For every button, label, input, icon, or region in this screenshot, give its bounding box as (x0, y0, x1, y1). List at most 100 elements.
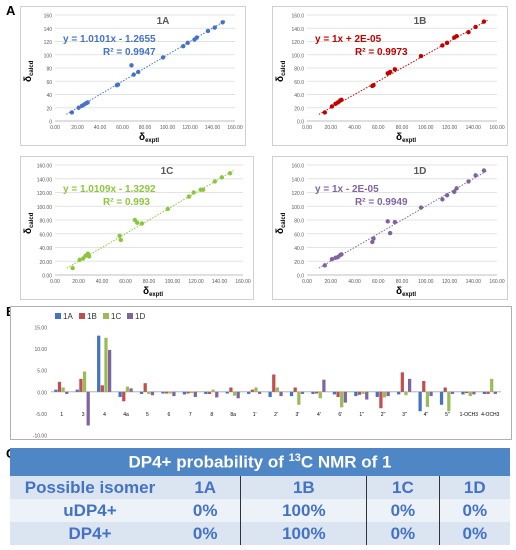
data-point-1d (387, 230, 393, 236)
bar-1c (275, 387, 280, 392)
x-tick-label-1b: 20.00 (324, 125, 337, 131)
bar-category-label: 5 (146, 412, 149, 418)
y-axis-symbol-1d: δ (275, 228, 286, 234)
y-tick-label-1a: 160 (44, 14, 53, 20)
data-point-1b (322, 110, 328, 115)
header-cell-1b: 1B (240, 476, 367, 499)
bar-chart-svg: 15.00 10.00 5.00 0.00 -5.00 -10.00 1A 1B 1C 1D 1 3 4… (33, 312, 501, 440)
data-point-1d (440, 197, 445, 202)
y-axis-symbol-1c: δ (23, 228, 34, 234)
y-tick-label-1d: 60.0 (294, 232, 304, 238)
bar-1c (361, 391, 365, 394)
bar-category-label: 7 (189, 412, 192, 418)
legend-label-1d: 1D (135, 312, 145, 321)
dp4-1b: 100% (240, 522, 367, 545)
bar-1b (186, 391, 190, 394)
data-point-1a (136, 69, 141, 75)
bar-1b (315, 391, 319, 394)
bar-1d (258, 391, 262, 394)
x-axis-symbol-1c: δ (143, 286, 149, 297)
data-point-1d (339, 252, 344, 257)
bar-1c (190, 391, 194, 394)
x-tick-label-1b: 80.00 (396, 125, 409, 131)
data-point-1a (205, 28, 211, 34)
legend-label-1c: 1C (111, 312, 121, 321)
udp4-1d: 0% (438, 499, 510, 522)
header-cell-1a: 1A (170, 476, 241, 499)
data-point-1c (212, 179, 217, 184)
data-point-1a (212, 25, 217, 30)
bar-1c (490, 378, 494, 392)
x-tick-label-1c: 160.00 (235, 279, 251, 285)
data-point-1d (329, 256, 335, 262)
bar-1b (272, 374, 276, 392)
chart-title-1a: 1A (157, 16, 170, 27)
bar-1a (268, 391, 272, 397)
bar-1c (82, 371, 87, 392)
bar-category-label: 3 (82, 412, 85, 418)
data-point-1d (473, 173, 478, 178)
legend-swatch-1c (103, 313, 109, 319)
equation-label-1b: y = 1x + 2E-05 (315, 34, 382, 45)
table-header-row: Possible isomer 1A 1B 1C 1D (10, 476, 510, 499)
data-point-1c (86, 254, 92, 259)
bar-1d (129, 388, 133, 392)
bar-1c (254, 387, 258, 392)
x-tick-label-1d: 160.00 (489, 279, 505, 285)
bar-category-label: 6 (167, 412, 170, 418)
x-tick-label-1b: 120.00 (442, 125, 458, 131)
dp4-1c: 0% (366, 522, 440, 545)
scatter-plot-1b: 0.020.040.060.080.0100.0120.0140.0160.00… (275, 14, 505, 145)
x-axis-subscript-1b: exptl (402, 138, 416, 144)
bar-1c (211, 389, 215, 392)
data-point-1c (117, 233, 122, 239)
x-axis-symbol-1a: δ (139, 132, 145, 143)
bar-1c (104, 337, 108, 392)
y-tick-label-1a: 120 (44, 40, 53, 46)
scatter-plot-1d: 0.020.040.060.080.0100.0120.0140.0160.00… (275, 164, 505, 299)
bar-category-label: 4' (317, 412, 321, 418)
scatter-chart-1d: 0.0 20.0 40.0 60.0 80.0 100.0 120.0 140.0 160.0 0… (272, 156, 508, 300)
x-tick-label-1d: 40.00 (348, 279, 361, 285)
header-cell-1c: 1C (366, 476, 440, 499)
y-tick-label-1d: 160.0 (291, 164, 304, 170)
data-point-1d (392, 219, 398, 225)
x-tick-label-1c: 20.00 (72, 279, 85, 285)
x-tick-label-1b: 40.00 (348, 125, 361, 131)
bar-1c (340, 391, 344, 408)
dp4-probability-table: DP4+ probability of 13C NMR of 1 Possibl… (10, 448, 510, 545)
data-point-1d (418, 205, 424, 210)
x-tick-label-1c: 40.00 (96, 279, 109, 285)
bar-1b (293, 387, 297, 392)
bar-1b (465, 391, 469, 394)
y-tick-label-1c: 60.00 (39, 232, 52, 238)
bar-1b (250, 389, 254, 392)
bar-1a (311, 391, 315, 394)
udp4-1b: 100% (240, 499, 367, 522)
bar-1c (61, 387, 65, 392)
equation-label-1a: y = 1.0101x - 1.2655 (63, 34, 156, 45)
bar-1b (143, 383, 147, 392)
bar-1a (139, 391, 144, 394)
bar-1d (322, 379, 326, 392)
bar-1b (207, 391, 212, 394)
x-axis-label-1d: δexptl (396, 286, 416, 298)
data-point-1a (76, 105, 81, 110)
x-tick-label-1a: 100.00 (160, 125, 176, 131)
x-axis-symbol-1b: δ (396, 132, 402, 143)
legend-swatch-1b (79, 313, 85, 319)
data-point-1b (329, 104, 335, 109)
data-point-1c (118, 237, 124, 243)
y-tick-label-1c: 160.00 (37, 164, 53, 170)
bar-y-tick-label: 15.00 (34, 326, 47, 332)
bar-1a (54, 389, 58, 392)
y-tick-label-1b: 60.0 (294, 80, 304, 86)
bar-category-label: 3'' (402, 412, 407, 418)
bar-1c (232, 391, 237, 396)
bar-category-label: 2'' (381, 412, 386, 418)
x-tick-label-1c: 60.00 (119, 279, 132, 285)
bar-category-label: 4 (103, 412, 106, 418)
data-point-1a (129, 63, 134, 68)
chart-title-1c: 1C (161, 166, 174, 177)
x-tick-label-1d: 140.00 (466, 279, 482, 285)
